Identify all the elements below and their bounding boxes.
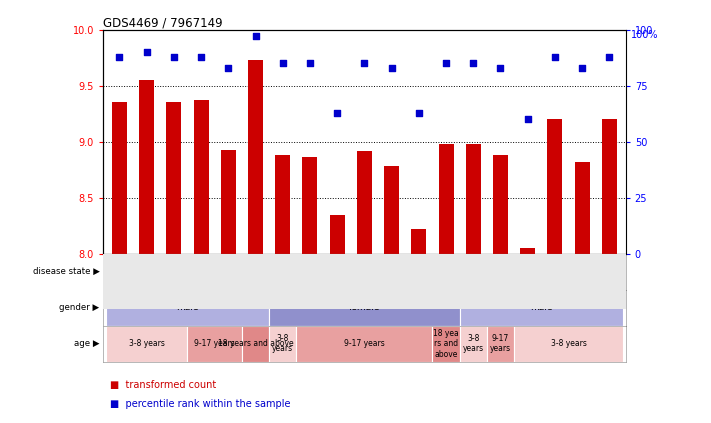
Bar [357, 151, 372, 423]
Point [114, 53, 125, 60]
Bar [514, 254, 569, 290]
Text: 18 yea
rs and
above: 18 yea rs and above [433, 329, 459, 359]
Point [440, 60, 451, 66]
Text: gender ▶: gender ▶ [60, 303, 100, 312]
Point [304, 60, 316, 66]
Point [250, 33, 261, 40]
Text: ■  transformed count: ■ transformed count [110, 380, 216, 390]
Text: recurrent
tumor: recurrent tumor [576, 262, 616, 281]
Bar [330, 214, 345, 423]
Point [495, 64, 506, 71]
Bar [248, 60, 263, 423]
Bar [602, 119, 617, 423]
Text: 9-17
years: 9-17 years [490, 334, 511, 353]
Bar [221, 150, 236, 423]
Text: disease state ▶: disease state ▶ [33, 267, 100, 276]
Bar [302, 157, 317, 423]
Text: GDS4469 / 7967149: GDS4469 / 7967149 [103, 17, 223, 30]
Bar [432, 326, 459, 362]
Bar [188, 326, 242, 362]
Text: 18 years and above: 18 years and above [218, 339, 294, 348]
Bar [275, 155, 290, 423]
Text: male: male [176, 303, 198, 312]
Point [196, 53, 207, 60]
Bar [569, 254, 623, 290]
Text: 3-8 years: 3-8 years [129, 339, 164, 348]
Bar [520, 248, 535, 423]
Text: no metastasis: no metastasis [279, 267, 340, 276]
Bar [547, 119, 562, 423]
Bar [459, 290, 623, 326]
Point [358, 60, 370, 66]
Point [522, 116, 533, 123]
Point [141, 49, 152, 55]
Text: 3-8
years: 3-8 years [463, 334, 483, 353]
Bar [412, 229, 427, 423]
Text: 3-8
years: 3-8 years [272, 334, 294, 353]
Bar [493, 155, 508, 423]
Point [169, 53, 180, 60]
Text: 100%: 100% [631, 30, 658, 40]
Bar [242, 326, 269, 362]
Bar [106, 290, 269, 326]
Bar [574, 162, 589, 423]
Bar [106, 254, 514, 290]
Text: 9-17 years: 9-17 years [344, 339, 385, 348]
Bar [466, 144, 481, 423]
Bar [487, 326, 514, 362]
Point [386, 64, 397, 71]
Bar [193, 100, 208, 423]
Bar [384, 166, 399, 423]
Bar [269, 326, 296, 362]
Bar [296, 326, 432, 362]
Bar [439, 144, 454, 423]
Bar [459, 326, 487, 362]
Text: male: male [530, 303, 552, 312]
Bar [106, 326, 188, 362]
Text: female: female [348, 303, 380, 312]
Bar [112, 102, 127, 423]
Text: age ▶: age ▶ [74, 339, 100, 348]
Point [413, 109, 424, 116]
Point [277, 60, 289, 66]
Point [223, 64, 234, 71]
Point [604, 53, 615, 60]
Bar [514, 326, 623, 362]
Text: 9-17 years: 9-17 years [194, 339, 235, 348]
Bar [166, 102, 181, 423]
Text: metastasis at
diagnosis: metastasis at diagnosis [512, 262, 570, 281]
Bar [139, 80, 154, 423]
Point [577, 64, 588, 71]
Text: 3-8 years: 3-8 years [550, 339, 587, 348]
Point [331, 109, 343, 116]
Point [468, 60, 479, 66]
Text: ■  percentile rank within the sample: ■ percentile rank within the sample [110, 399, 291, 409]
Bar [269, 290, 459, 326]
Point [549, 53, 560, 60]
